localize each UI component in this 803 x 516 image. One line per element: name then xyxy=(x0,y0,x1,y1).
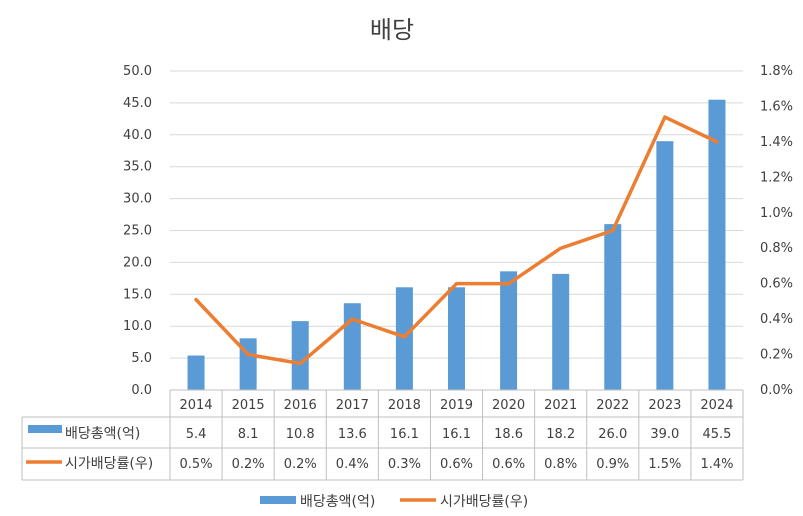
table-cell: 8.1 xyxy=(238,427,259,442)
x-tick-label: 2017 xyxy=(336,398,369,413)
right-axis: 0.0% 0.2% 0.4% 0.6% 0.8% 1.0% 1.2% 1.4% 1.6% 1.8% xyxy=(760,64,793,398)
table-cell: 0.6% xyxy=(492,457,525,472)
bar xyxy=(448,287,465,390)
left-tick-label: 0.0 xyxy=(131,383,152,398)
bar xyxy=(552,273,570,390)
table-cell: 0.2% xyxy=(232,457,265,472)
bar xyxy=(708,99,726,391)
left-tick-label: 15.0 xyxy=(123,287,152,302)
table-cell: 16.1 xyxy=(442,427,471,442)
table-cell: 0.8% xyxy=(544,457,577,472)
bar xyxy=(291,321,309,390)
x-tick-label: 2018 xyxy=(388,398,421,413)
right-tick-label: 0.2% xyxy=(760,348,793,363)
left-tick-label: 10.0 xyxy=(123,319,152,334)
left-tick-label: 40.0 xyxy=(123,128,152,143)
chart-title: 배당 xyxy=(370,16,414,44)
right-tick-label: 1.0% xyxy=(760,206,793,221)
x-tick-label: 2024 xyxy=(700,398,733,413)
bar-series xyxy=(187,99,726,391)
x-tick-label: 2019 xyxy=(440,398,473,413)
table-series-name: 시가배당률(우) xyxy=(65,456,153,472)
table-cell: 0.4% xyxy=(336,457,369,472)
table-series-name: 배당총액(억) xyxy=(65,426,140,442)
x-tick-label: 2020 xyxy=(492,398,525,413)
table-cell: 0.3% xyxy=(388,457,421,472)
table-cell: 0.6% xyxy=(440,457,473,472)
bar xyxy=(656,141,674,390)
left-tick-label: 20.0 xyxy=(123,255,152,270)
right-tick-label: 1.4% xyxy=(760,135,793,150)
x-tick-label: 2016 xyxy=(284,398,317,413)
legend-bar-swatch xyxy=(260,496,296,504)
table-cell: 1.4% xyxy=(700,457,733,472)
right-tick-label: 0.8% xyxy=(760,241,793,256)
table-cell: 39.0 xyxy=(650,427,679,442)
left-tick-label: 35.0 xyxy=(123,160,152,175)
table-cell: 26.0 xyxy=(598,427,627,442)
table-cell: 45.5 xyxy=(702,427,731,442)
bar xyxy=(604,224,622,390)
bar xyxy=(187,355,205,390)
table-cell: 0.2% xyxy=(284,457,317,472)
table-cell: 0.9% xyxy=(596,457,629,472)
table-cell: 18.2 xyxy=(546,427,575,442)
left-tick-label: 50.0 xyxy=(123,64,152,79)
table-cell: 1.5% xyxy=(648,457,681,472)
right-tick-label: 1.2% xyxy=(760,170,793,185)
x-tick-label: 2014 xyxy=(179,398,212,413)
bar xyxy=(500,271,518,390)
bar xyxy=(395,287,413,390)
right-tick-label: 1.8% xyxy=(760,64,793,79)
table-bar-swatch xyxy=(28,425,62,433)
table-cell: 16.1 xyxy=(390,427,419,442)
table-cell: 13.6 xyxy=(338,427,367,442)
right-tick-label: 0.6% xyxy=(760,277,793,292)
left-tick-label: 30.0 xyxy=(123,192,152,207)
right-tick-label: 0.4% xyxy=(760,312,793,327)
legend-label: 배당총액(억) xyxy=(300,494,375,510)
legend-label: 시가배당률(우) xyxy=(440,494,528,510)
x-tick-label: 2015 xyxy=(232,398,265,413)
data-table: 2014 2015 2016 2017 2018 2019 2020 2021 2022 2023… xyxy=(21,389,744,481)
x-tick-label: 2021 xyxy=(544,398,577,413)
left-tick-label: 45.0 xyxy=(123,96,152,111)
right-tick-label: 0.0% xyxy=(760,383,793,398)
left-tick-label: 25.0 xyxy=(123,224,152,239)
line-series xyxy=(194,115,719,366)
left-tick-label: 5.0 xyxy=(131,351,152,366)
right-tick-label: 1.6% xyxy=(760,99,793,114)
x-tick-label: 2023 xyxy=(648,398,681,413)
table-cell: 18.6 xyxy=(494,427,523,442)
x-tick-label: 2022 xyxy=(596,398,629,413)
left-axis: 0.0 5.0 10.0 15.0 20.0 25.0 30.0 35.0 40.0 45.0 50… xyxy=(123,64,152,398)
table-cell: 5.4 xyxy=(186,427,207,442)
bar xyxy=(343,303,361,390)
table-cell: 10.8 xyxy=(286,427,315,442)
table-cell: 0.5% xyxy=(180,457,213,472)
legend: 배당총액(억) 시가배당률(우) xyxy=(260,494,528,510)
